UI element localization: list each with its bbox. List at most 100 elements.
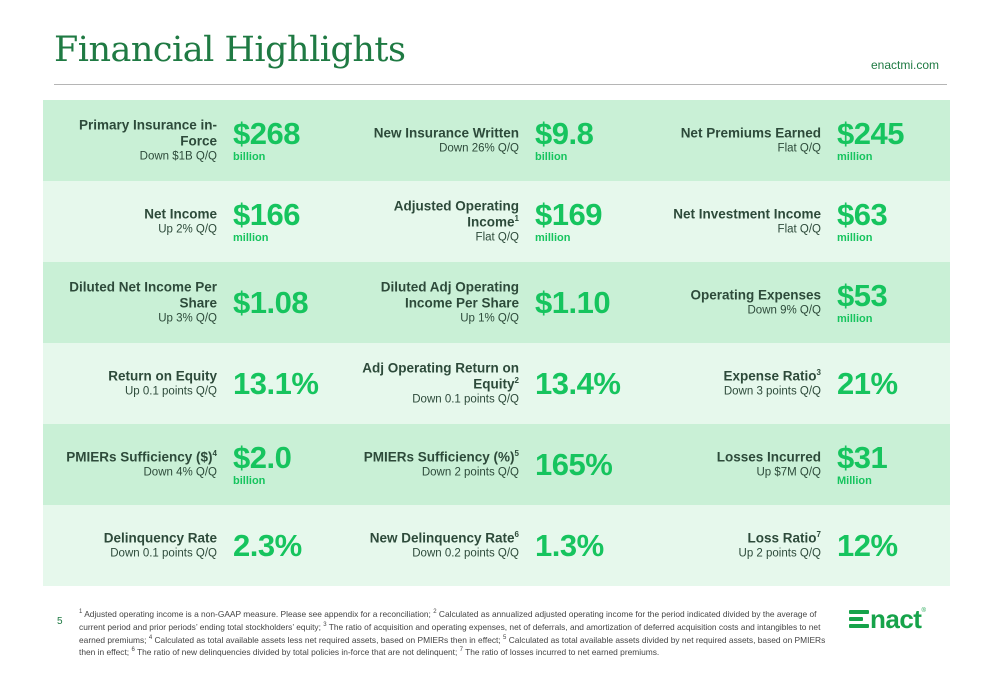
metric-unit: billion bbox=[233, 475, 266, 487]
metric-unit: million bbox=[837, 151, 873, 163]
footnote-number: 5 bbox=[503, 634, 507, 641]
footnote-ref: 5 bbox=[514, 448, 519, 458]
metric-card: Return on Equity Up 0.1 points Q/Q 13.1% bbox=[43, 343, 345, 424]
metric-figure: $1.10 bbox=[535, 286, 645, 320]
metric-card: PMIERs Sufficiency (%)5 Down 2 points Q/Q… bbox=[345, 424, 647, 505]
metric-card: Adj Operating Return on Equity2 Down 0.1 … bbox=[345, 343, 647, 424]
metric-figure: 13.4% bbox=[535, 367, 645, 401]
footnote-number: 2 bbox=[433, 609, 437, 615]
metric-label: Net Income Up 2% Q/Q bbox=[47, 206, 217, 237]
metric-unit: billion bbox=[535, 151, 568, 163]
metric-figure: 2.3% bbox=[233, 529, 343, 563]
metric-card: Net Premiums Earned Flat Q/Q $245 million bbox=[647, 100, 949, 181]
metric-change: Flat Q/Q bbox=[777, 223, 821, 235]
metric-name: Losses Incurred bbox=[716, 449, 821, 464]
metric-figure: $268 billion bbox=[233, 117, 343, 164]
metric-label: Expense Ratio3 Down 3 points Q/Q bbox=[651, 368, 821, 399]
metric-label: Net Premiums Earned Flat Q/Q bbox=[651, 125, 821, 156]
footnote-number: 1 bbox=[79, 609, 83, 615]
footnote-text: The ratio of losses incurred to net earn… bbox=[462, 647, 660, 658]
metrics-row: Primary Insurance in-Force Down $1B Q/Q $2… bbox=[43, 100, 950, 181]
metric-change: Flat Q/Q bbox=[777, 142, 821, 154]
metric-figure: $245 million bbox=[837, 117, 947, 164]
metric-card: Diluted Net Income Per Share Up 3% Q/Q $1.… bbox=[43, 262, 345, 343]
metric-value: $53 bbox=[837, 278, 888, 313]
metric-label: PMIERs Sufficiency (%)5 Down 2 points Q/Q bbox=[349, 449, 519, 480]
metric-value: 165% bbox=[535, 447, 613, 482]
metric-unit: Million bbox=[837, 475, 872, 487]
metric-label: Operating Expenses Down 9% Q/Q bbox=[651, 287, 821, 318]
metric-value: $245 bbox=[837, 116, 904, 151]
footnote-text: Calculated as total available assets div… bbox=[79, 634, 826, 658]
metric-name: Diluted Adj Operating Income Per Share bbox=[380, 279, 519, 310]
metric-change: Up 3% Q/Q bbox=[158, 312, 217, 324]
metric-figure: $166 million bbox=[233, 198, 343, 245]
metric-name: Net Premiums Earned bbox=[680, 125, 821, 140]
metric-change: Down 2 points Q/Q bbox=[421, 466, 519, 478]
footnote-number: 7 bbox=[459, 647, 463, 654]
metric-unit: million bbox=[837, 313, 873, 325]
metric-figure: $31 Million bbox=[837, 441, 947, 488]
metric-label: Primary Insurance in-Force Down $1B Q/Q bbox=[47, 117, 217, 164]
metric-label: Return on Equity Up 0.1 points Q/Q bbox=[47, 368, 217, 399]
footnote-text: Calculated as total available assets les… bbox=[152, 634, 504, 645]
footnote-ref: 4 bbox=[212, 448, 217, 458]
metric-name: Adjusted Operating Income1 bbox=[393, 198, 519, 229]
metric-change: Down 26% Q/Q bbox=[439, 142, 519, 154]
metric-figure: $9.8 billion bbox=[535, 117, 645, 164]
metric-name: Expense Ratio3 bbox=[723, 367, 821, 383]
metric-name: Primary Insurance in-Force bbox=[78, 117, 217, 148]
footnote-number: 4 bbox=[148, 634, 153, 641]
metric-card: Net Investment Income Flat Q/Q $63 million bbox=[647, 181, 949, 262]
metric-name: Operating Expenses bbox=[690, 287, 821, 302]
metric-label: Diluted Net Income Per Share Up 3% Q/Q bbox=[47, 279, 217, 326]
enact-logo: nact ® bbox=[849, 604, 926, 634]
footnote-ref: 2 bbox=[514, 375, 519, 385]
footnote-number: 6 bbox=[131, 647, 135, 654]
metric-figure: $1.08 bbox=[233, 286, 343, 320]
metric-value: 13.4% bbox=[535, 366, 621, 401]
website-link[interactable]: enactmi.com bbox=[870, 58, 939, 72]
metric-name: PMIERs Sufficiency (%)5 bbox=[363, 448, 519, 464]
metric-figure: 165% bbox=[535, 448, 645, 482]
metric-card: Primary Insurance in-Force Down $1B Q/Q $2… bbox=[43, 100, 345, 181]
metric-change: Down 0.1 points Q/Q bbox=[412, 393, 519, 405]
metric-value: 1.3% bbox=[535, 528, 604, 563]
metric-card: Operating Expenses Down 9% Q/Q $53 million bbox=[647, 262, 949, 343]
metric-value: $9.8 bbox=[535, 116, 594, 151]
metric-figure: $53 million bbox=[837, 279, 947, 326]
metric-figure: $63 million bbox=[837, 198, 947, 245]
metrics-row: Diluted Net Income Per Share Up 3% Q/Q $1.… bbox=[43, 262, 950, 343]
metric-label: New Insurance Written Down 26% Q/Q bbox=[349, 125, 519, 156]
metric-card: Diluted Adj Operating Income Per Share Up… bbox=[345, 262, 647, 343]
metrics-row: Net Income Up 2% Q/Q $166 million Adjusted O… bbox=[43, 181, 950, 262]
metric-figure: 13.1% bbox=[233, 367, 343, 401]
metric-card: Delinquency Rate Down 0.1 points Q/Q 2.3% bbox=[43, 505, 345, 586]
metric-card: PMIERs Sufficiency ($)4 Down 4% Q/Q $2.0 bi… bbox=[43, 424, 345, 505]
metric-card: Net Income Up 2% Q/Q $166 million bbox=[43, 181, 345, 262]
metric-unit: million bbox=[535, 232, 571, 244]
metric-label: Losses Incurred Up $7M Q/Q bbox=[651, 449, 821, 480]
metric-value: $1.08 bbox=[233, 285, 309, 320]
metric-value: 21% bbox=[837, 366, 898, 401]
metric-label: Delinquency Rate Down 0.1 points Q/Q bbox=[47, 530, 217, 561]
metric-figure: $2.0 billion bbox=[233, 441, 343, 488]
page-title: Financial Highlights bbox=[54, 30, 406, 70]
metric-card: New Insurance Written Down 26% Q/Q $9.8 bil… bbox=[345, 100, 647, 181]
metrics-row: PMIERs Sufficiency ($)4 Down 4% Q/Q $2.0 bi… bbox=[43, 424, 950, 505]
footnote-text: The ratio of acquisition and operating e… bbox=[79, 621, 821, 645]
footnotes: 1 Adjusted operating income is a non-GAA… bbox=[79, 607, 841, 658]
metric-name: Net Investment Income bbox=[673, 206, 821, 221]
metric-unit: million bbox=[233, 232, 269, 244]
metric-change: Flat Q/Q bbox=[475, 231, 519, 243]
footnote-text: Calculated as annualized adjusted operat… bbox=[79, 608, 817, 632]
metric-change: Up 0.1 points Q/Q bbox=[124, 385, 217, 397]
metric-name: Delinquency Rate bbox=[103, 530, 217, 545]
metrics-row: Return on Equity Up 0.1 points Q/Q 13.1% Ad… bbox=[43, 343, 950, 424]
enact-e-mark-icon bbox=[849, 608, 869, 630]
metric-name: Loss Ratio7 bbox=[747, 529, 821, 545]
metric-name: PMIERs Sufficiency ($)4 bbox=[66, 448, 217, 464]
metric-unit: million bbox=[837, 232, 873, 244]
metric-label: Loss Ratio7 Up 2 points Q/Q bbox=[651, 530, 821, 561]
metric-value: $63 bbox=[837, 197, 888, 232]
